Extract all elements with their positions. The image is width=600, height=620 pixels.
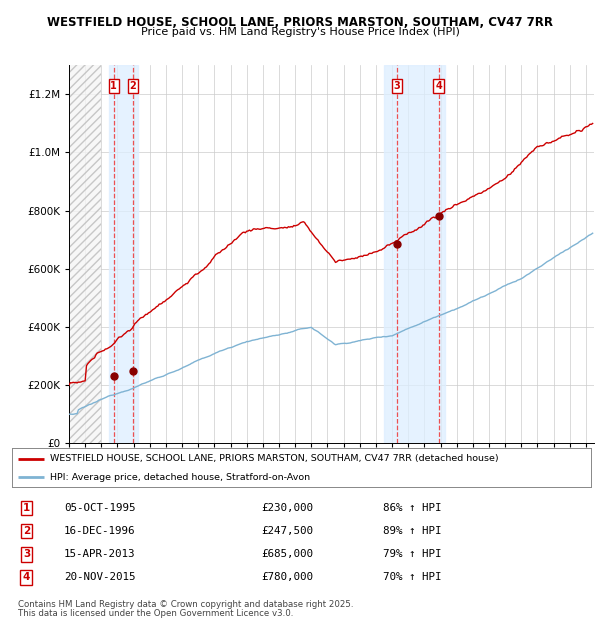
Text: £247,500: £247,500 — [261, 526, 313, 536]
Bar — [109, 65, 137, 443]
Text: 1: 1 — [110, 81, 117, 91]
Text: £780,000: £780,000 — [261, 572, 313, 582]
Text: 16-DEC-1996: 16-DEC-1996 — [64, 526, 136, 536]
Text: 4: 4 — [23, 572, 30, 582]
Text: 70% ↑ HPI: 70% ↑ HPI — [383, 572, 441, 582]
Text: WESTFIELD HOUSE, SCHOOL LANE, PRIORS MARSTON, SOUTHAM, CV47 7RR: WESTFIELD HOUSE, SCHOOL LANE, PRIORS MAR… — [47, 16, 553, 29]
Text: 89% ↑ HPI: 89% ↑ HPI — [383, 526, 441, 536]
Text: 3: 3 — [394, 81, 400, 91]
Bar — [384, 65, 445, 443]
Text: WESTFIELD HOUSE, SCHOOL LANE, PRIORS MARSTON, SOUTHAM, CV47 7RR (detached house): WESTFIELD HOUSE, SCHOOL LANE, PRIORS MAR… — [50, 454, 498, 463]
Text: 2: 2 — [23, 526, 30, 536]
Text: HPI: Average price, detached house, Stratford-on-Avon: HPI: Average price, detached house, Stra… — [50, 472, 310, 482]
Text: 2: 2 — [130, 81, 136, 91]
Text: 79% ↑ HPI: 79% ↑ HPI — [383, 549, 441, 559]
Text: 05-OCT-1995: 05-OCT-1995 — [64, 503, 136, 513]
Text: £230,000: £230,000 — [261, 503, 313, 513]
Text: 20-NOV-2015: 20-NOV-2015 — [64, 572, 136, 582]
Text: 86% ↑ HPI: 86% ↑ HPI — [383, 503, 441, 513]
Text: £685,000: £685,000 — [261, 549, 313, 559]
Text: 3: 3 — [23, 549, 30, 559]
Text: Price paid vs. HM Land Registry's House Price Index (HPI): Price paid vs. HM Land Registry's House … — [140, 27, 460, 37]
Text: Contains HM Land Registry data © Crown copyright and database right 2025.: Contains HM Land Registry data © Crown c… — [18, 600, 353, 609]
Bar — [69, 65, 101, 443]
Text: This data is licensed under the Open Government Licence v3.0.: This data is licensed under the Open Gov… — [18, 609, 293, 618]
Text: 4: 4 — [435, 81, 442, 91]
Text: 15-APR-2013: 15-APR-2013 — [64, 549, 136, 559]
Text: 1: 1 — [23, 503, 30, 513]
